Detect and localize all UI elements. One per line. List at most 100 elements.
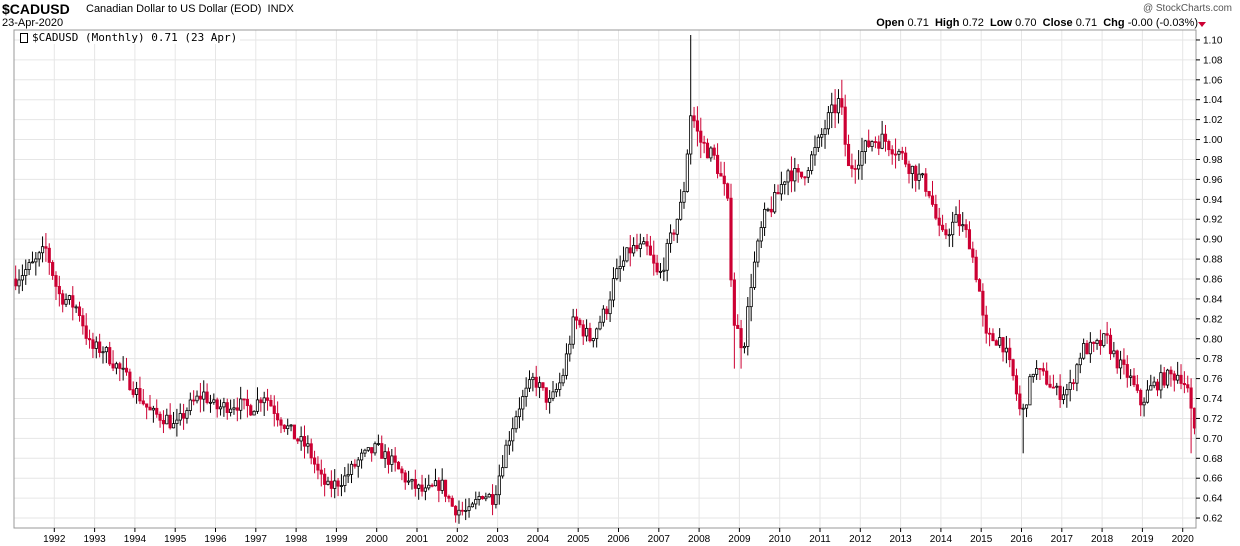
x-tick-label: 2013 [889,534,912,545]
candle-body [87,338,92,341]
candle [534,365,538,397]
candle [443,479,448,503]
y-tick-label: 0.66 [1203,474,1223,485]
y-tick-label: 0.64 [1203,494,1223,505]
candle [504,439,508,469]
candle [494,485,498,509]
x-tick-label: 2012 [849,534,872,545]
candle [467,498,471,518]
candle [188,392,192,416]
candle [655,254,659,276]
candle [658,263,663,279]
candle-body [417,484,421,489]
candle [155,399,159,418]
candle-body [1078,357,1082,366]
open-label: Open [876,17,905,29]
candle-body [329,480,333,489]
candle [121,356,125,381]
candle-body [222,402,226,408]
x-tick-label: 2001 [406,534,429,545]
candle [608,291,612,323]
candle [924,168,928,197]
candle-body [910,165,914,174]
candle-body [27,262,31,270]
candle [490,484,495,516]
candle [87,329,92,349]
candle-body [376,443,380,445]
candle [920,172,925,178]
candle [951,211,955,248]
candle [763,202,767,236]
candle-body [1118,359,1123,369]
candle [672,229,676,242]
candle [470,501,474,508]
candle-body [538,382,542,388]
candle [820,128,824,147]
candle-body [561,374,565,384]
candle [343,467,347,493]
chg-label: Chg [1103,17,1125,29]
candle [538,376,542,399]
candle [205,383,209,405]
candle [101,346,105,364]
candle-body [396,461,401,470]
candle-body [212,399,216,403]
candle-body [235,407,239,411]
candle [692,106,696,128]
candle [689,34,693,165]
candle-body [1112,350,1116,355]
candle-body [574,316,579,321]
candle [793,157,797,192]
candle-body [588,327,592,342]
candle [675,218,679,243]
candle [897,148,901,162]
y-tick-label: 0.74 [1203,394,1223,405]
candle-body [407,480,411,483]
candle [185,407,189,424]
candle [1166,368,1170,389]
candle [739,319,743,369]
candle [195,390,199,404]
candle-body [517,408,522,418]
candle-body [1169,369,1173,375]
candle-body [343,475,347,486]
x-tick-label: 2007 [648,534,671,545]
candle [98,333,102,358]
candle [326,476,330,486]
candle-body [799,171,804,178]
x-tick-label: 2020 [1172,534,1195,545]
candle-body [870,141,874,147]
candle-body [356,459,360,467]
candle [501,455,505,479]
candle [269,394,273,407]
candle-body [1142,401,1146,406]
candle-body [554,389,558,393]
candle [927,190,931,199]
candle-body [682,191,686,203]
candle [588,322,592,343]
candle-body [766,208,770,211]
candle-body [279,419,283,426]
candle-body [991,333,995,342]
candle [541,382,545,391]
candle-body [111,363,115,369]
candle-body [924,173,928,192]
candle [574,308,579,330]
candle-body [20,275,24,281]
candle-body [1038,368,1042,370]
candle [383,444,387,468]
candle-body [390,455,394,465]
candle-body [897,150,901,155]
symbol-description: Canadian Dollar to US Dollar (EOD) INDX [86,3,294,15]
candle [124,357,129,376]
candle-body [178,413,182,421]
candle [648,235,652,256]
candle-body [1021,407,1025,410]
candle-body [1075,364,1079,384]
candle-body [124,367,129,373]
candle [1112,341,1116,358]
candle-body [662,269,666,272]
candle [860,137,864,180]
candle [454,505,458,523]
